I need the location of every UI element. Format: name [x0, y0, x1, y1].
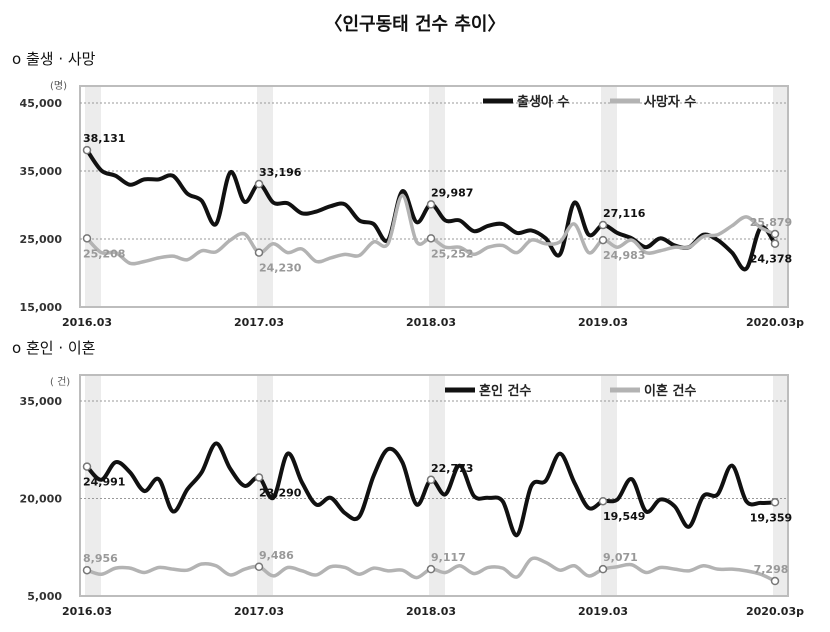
data-point-marker: [770, 229, 780, 239]
year-band: [601, 375, 617, 596]
x-tick-label: 2020.03p: [746, 605, 804, 618]
y-tick-label: 35,000: [20, 395, 63, 408]
year-band: [773, 375, 789, 596]
plot-frame: [79, 374, 789, 597]
data-label: 9,486: [259, 549, 294, 562]
data-point-marker: [254, 473, 264, 482]
data-label: 24,983: [603, 249, 645, 262]
data-label: 9,071: [603, 551, 638, 564]
x-tick-label: 2019.03: [578, 605, 628, 618]
x-tick-label: 2016.03: [62, 316, 112, 329]
data-point-marker: [82, 565, 92, 575]
x-tick-label: 2016.03: [62, 605, 112, 618]
data-point-marker: [598, 220, 608, 230]
data-point-marker: [82, 234, 92, 243]
data-label: 24,230: [259, 262, 302, 275]
x-tick-label: 2019.03: [578, 316, 628, 329]
data-point-marker: [770, 239, 780, 248]
section-title-birth-death: o 출생 · 사망: [12, 50, 96, 68]
year-band: [773, 86, 789, 307]
year-band: [601, 86, 617, 307]
legend-label: 출생아 수: [517, 94, 569, 110]
year-band: [85, 86, 101, 307]
section-title-marriage-divorce: o 혼인 · 이혼: [12, 339, 96, 357]
chart-0: 2016.03 2017.03 2018.03 2019.03 2020.03p 15,0…: [20, 80, 805, 329]
data-label: 33,196: [259, 166, 302, 179]
data-point-marker: [426, 564, 436, 574]
data-label: 19,359: [750, 511, 792, 524]
y-axis-unit: (명): [50, 80, 67, 92]
data-point-marker: [254, 179, 264, 189]
x-tick-label: 2018.03: [406, 605, 456, 618]
year-band: [429, 86, 445, 307]
data-label: 9,117: [431, 551, 466, 564]
data-label: 25,879: [750, 216, 792, 229]
plot-frame: [79, 85, 789, 308]
data-point-marker: [254, 562, 264, 571]
legend-label: 사망자 수: [644, 94, 696, 110]
data-label: 38,131: [83, 132, 125, 145]
data-point-marker: [770, 498, 780, 507]
y-tick-label: 25,000: [20, 233, 63, 246]
data-label: 22,773: [431, 462, 473, 475]
x-tick-label: 2018.03: [406, 316, 456, 329]
legend-label: 혼인 건수: [479, 383, 531, 399]
y-tick-label: 35,000: [20, 165, 63, 178]
x-tick-label: 2017.03: [234, 316, 284, 329]
data-label: 7,298: [754, 563, 789, 576]
x-tick-label: 2017.03: [234, 605, 284, 618]
y-tick-label: 45,000: [20, 97, 63, 110]
data-point-marker: [426, 475, 436, 485]
y-axis-unit: ( 건): [50, 376, 70, 388]
x-tick-label: 2020.03p: [746, 316, 804, 329]
data-point-marker: [426, 234, 436, 243]
y-tick-label: 15,000: [20, 301, 63, 314]
data-point-marker: [598, 496, 608, 506]
data-label: 27,116: [603, 207, 646, 220]
data-label: 24,991: [83, 476, 125, 489]
data-point-marker: [770, 576, 780, 586]
data-label: 24,378: [750, 253, 792, 266]
page-title: 〈인구동태 건수 추이〉: [324, 14, 506, 35]
year-band: [85, 375, 101, 596]
legend-label: 이혼 건수: [644, 383, 696, 399]
chart-1: 2016.03 2017.03 2018.03 2019.03 2020.03p 5,00…: [20, 374, 804, 618]
data-point-marker: [598, 564, 608, 574]
data-label: 23,290: [259, 486, 302, 499]
data-label: 29,987: [431, 186, 473, 199]
data-label: 25,252: [431, 247, 473, 260]
data-label: 19,549: [603, 510, 645, 523]
data-point-marker: [82, 462, 92, 471]
data-point-marker: [82, 145, 92, 155]
data-label: 8,956: [83, 552, 118, 565]
data-label: 25,208: [83, 247, 125, 260]
data-point-marker: [598, 235, 608, 245]
data-point-marker: [254, 248, 264, 257]
y-tick-label: 5,000: [27, 590, 62, 603]
y-tick-label: 20,000: [20, 493, 63, 506]
data-point-marker: [426, 200, 436, 209]
